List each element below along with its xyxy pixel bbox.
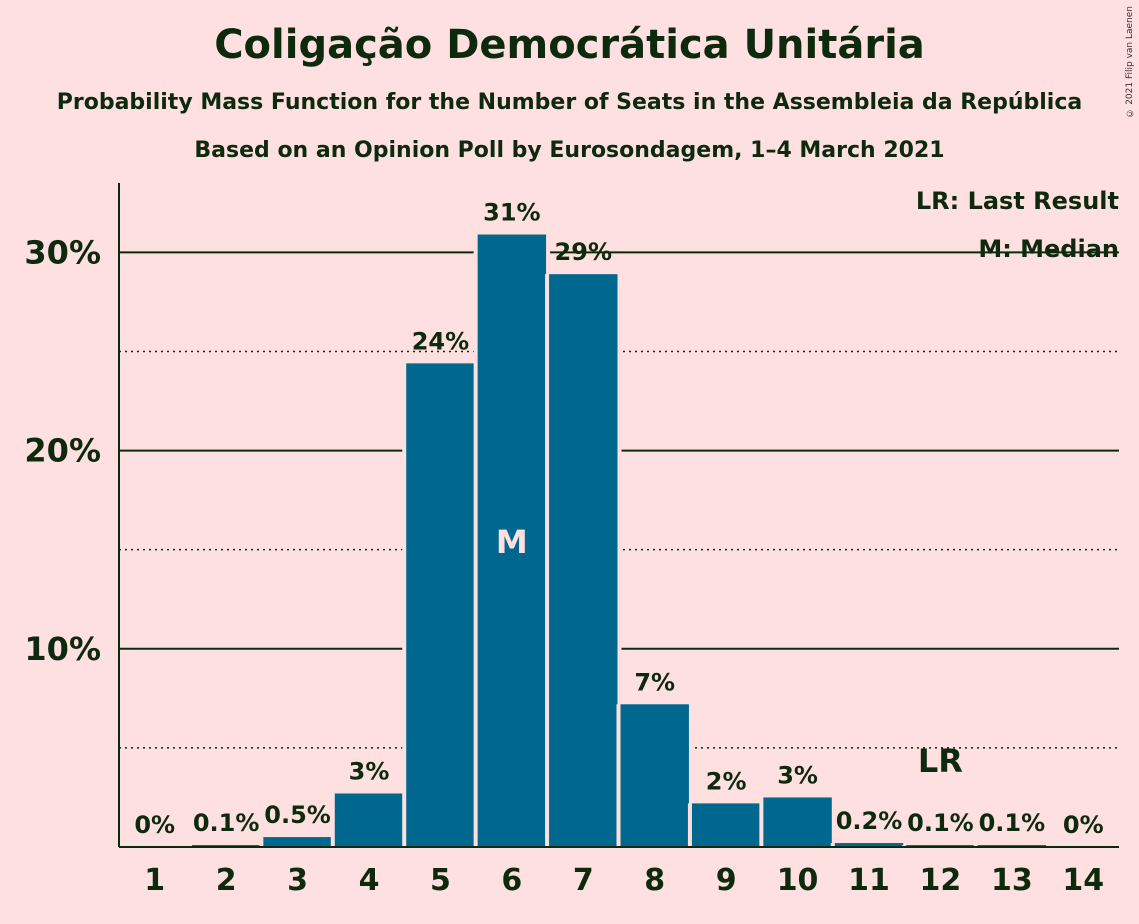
y-tick-label: 30%	[24, 233, 101, 271]
data-label: 0.1%	[193, 809, 260, 837]
bar	[549, 274, 618, 847]
data-label: 3%	[777, 761, 818, 789]
x-tick-label: 9	[716, 863, 737, 898]
bar	[763, 797, 832, 847]
bar	[263, 837, 332, 847]
data-label: 7%	[634, 668, 675, 696]
x-tick-label: 5	[430, 863, 451, 898]
data-label: 0.2%	[836, 807, 903, 835]
bar	[477, 234, 547, 848]
x-tick-label: 13	[991, 863, 1033, 898]
legend: LR: Last Result M: Median	[916, 187, 1119, 263]
data-label: 0.5%	[264, 801, 331, 829]
bar	[834, 843, 904, 847]
median-marker: M	[496, 523, 528, 561]
x-tick-label: 7	[573, 863, 594, 898]
x-tick-label: 12	[920, 863, 962, 898]
data-label: 3%	[349, 757, 390, 785]
y-tick-label: 20%	[24, 432, 101, 470]
chart-subtitle: Probability Mass Function for the Number…	[56, 90, 1083, 115]
data-label: 0.1%	[979, 809, 1046, 837]
data-label: 29%	[555, 238, 612, 266]
bar	[406, 363, 475, 847]
chart-source-subtitle: Based on an Opinion Poll by Eurosondagem…	[194, 138, 945, 163]
x-tick-label: 6	[501, 863, 522, 898]
y-tick-label: 10%	[24, 630, 101, 668]
bars	[187, 234, 1051, 848]
data-label: 24%	[412, 327, 469, 355]
x-tick-label: 14	[1062, 863, 1104, 898]
x-tick-label: 3	[287, 863, 308, 898]
last-result-marker: LR	[918, 742, 963, 780]
bar	[334, 793, 404, 847]
data-label: 0.1%	[907, 809, 974, 837]
chart-title: Coligação Democrática Unitária	[214, 22, 925, 68]
x-tick-label: 11	[848, 863, 890, 898]
x-tick-label: 1	[144, 863, 165, 898]
legend-entry: LR: Last Result	[916, 187, 1119, 215]
legend-entry: M: Median	[978, 235, 1119, 263]
bar	[620, 704, 689, 847]
data-label: 2%	[706, 767, 747, 795]
x-tick-label: 10	[777, 863, 819, 898]
data-label: 0%	[1063, 811, 1104, 839]
data-label: 0%	[134, 811, 175, 839]
bar	[691, 803, 761, 847]
axes: 10%20%30%1 2 3 4 5 6 7 8 9 10 11 12 13 14	[24, 183, 1119, 898]
x-tick-label: 8	[644, 863, 665, 898]
value-labels: 0% 0.1% 0.5%3%24%31%M29%7%2% 3%0.2% 0.1%LR0.…	[134, 199, 1103, 839]
x-tick-label: 2	[216, 863, 237, 898]
x-tick-label: 4	[359, 863, 380, 898]
data-label: 31%	[483, 199, 540, 227]
